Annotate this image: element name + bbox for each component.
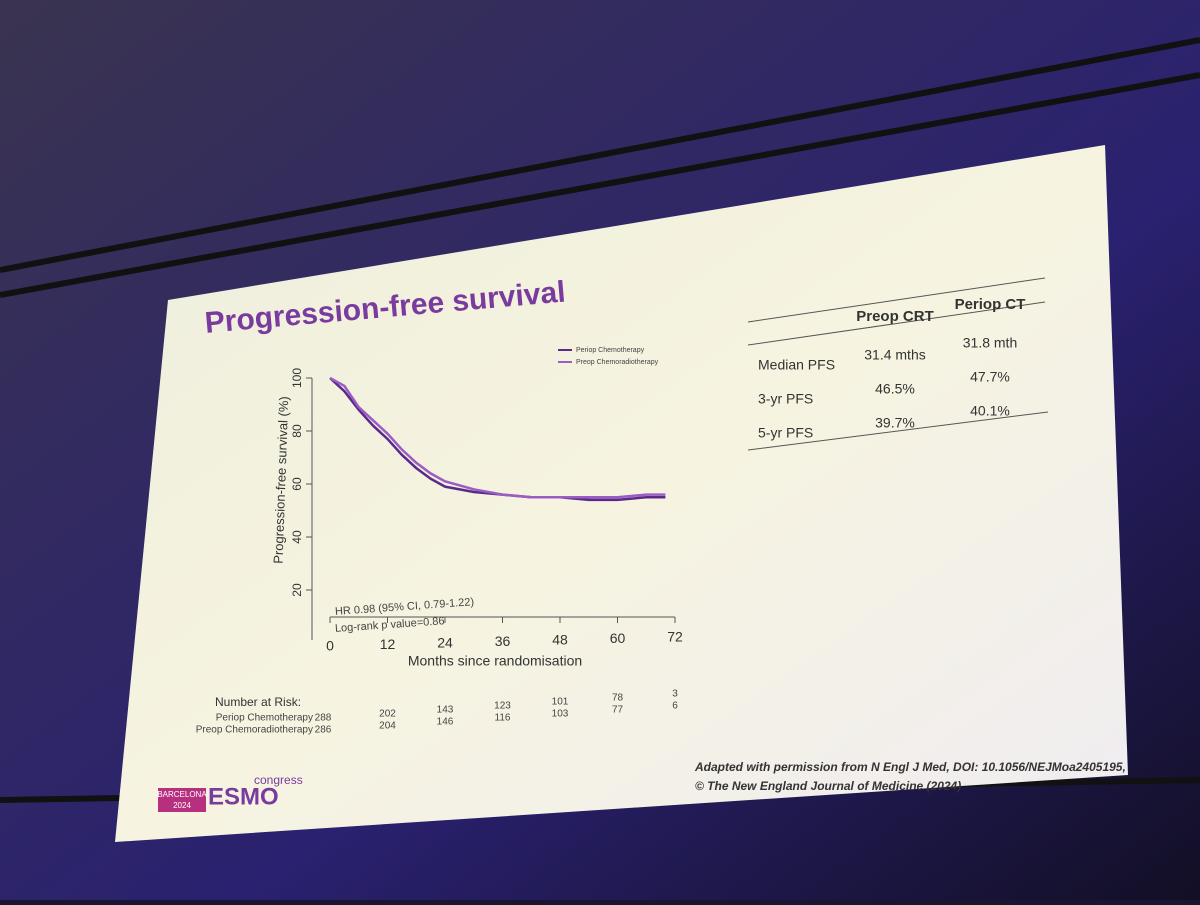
table-rule xyxy=(747,411,1049,451)
x-axis-label: Months since randomisation xyxy=(408,653,582,669)
risk-value: 286 xyxy=(315,725,332,736)
km-chart: 0 12 24 36 48 60 72 20 40 60 80 100 Months since ran… xyxy=(196,347,683,736)
risk-value: 204 xyxy=(379,721,396,732)
logo-brand: ESMO xyxy=(208,783,279,810)
logo-year: 2024 xyxy=(173,801,191,810)
legend-label: Preop Chemoradiotherapy xyxy=(576,359,659,366)
risk-value: 103 xyxy=(552,709,569,720)
risk-value: 101 xyxy=(552,697,569,708)
y-tick-label: 80 xyxy=(290,424,304,438)
table-cell: 47.7% xyxy=(970,369,1010,385)
risk-value: 6 xyxy=(672,701,678,712)
table-header: Periop CT xyxy=(955,296,1026,313)
table-row-label: 3-yr PFS xyxy=(758,391,813,407)
risk-value: 146 xyxy=(437,717,454,728)
x-tick-label: 48 xyxy=(552,632,568,648)
risk-value: 116 xyxy=(495,713,511,724)
y-tick-label: 100 xyxy=(290,368,304,388)
x-tick-label: 0 xyxy=(326,638,334,654)
slide xyxy=(115,145,1128,842)
table-cell: 31.8 mth xyxy=(963,335,1017,351)
logo-city: BARCELONA xyxy=(157,790,207,799)
summary-table: Preop CRT Periop CT Median PFS 31.4 mths 31.… xyxy=(747,277,1049,451)
x-tick-label: 36 xyxy=(495,633,511,649)
risk-value: 78 xyxy=(612,693,624,704)
table-cell: 46.5% xyxy=(875,381,915,397)
risk-value: 202 xyxy=(379,709,396,720)
logo-box xyxy=(158,788,206,812)
table-row-label: 5-yr PFS xyxy=(758,425,813,441)
risk-value: 3 xyxy=(672,689,678,700)
x-tick-label: 72 xyxy=(667,629,683,645)
risk-value: 143 xyxy=(437,705,454,716)
table-header: Preop CRT xyxy=(856,308,934,325)
y-tick-label: 40 xyxy=(290,530,304,544)
footnote: © The New England Journal of Medicine (2… xyxy=(695,779,961,793)
table-rule xyxy=(747,277,1046,323)
survival-curve xyxy=(329,376,666,499)
logo-tag: congress xyxy=(254,773,303,787)
table-cell: 39.7% xyxy=(875,415,915,431)
risk-title: Number at Risk: xyxy=(215,695,301,709)
table-cell: 31.4 mths xyxy=(864,347,925,363)
x-tick-label: 24 xyxy=(437,635,453,651)
y-tick-label: 20 xyxy=(290,583,304,597)
table-row-label: Median PFS xyxy=(758,357,835,373)
risk-value: 77 xyxy=(612,705,624,716)
risk-value: 288 xyxy=(315,713,332,724)
survival-curve xyxy=(329,377,666,502)
table-rule xyxy=(747,301,1046,346)
risk-row-label: Periop Chemotherapy xyxy=(216,713,313,724)
y-tick-label: 60 xyxy=(290,477,304,491)
footnote: Adapted with permission from N Engl J Me… xyxy=(694,760,1126,774)
risk-row-label: Preop Chemoradiotherapy xyxy=(196,725,313,736)
legend-label: Periop Chemotherapy xyxy=(576,347,645,354)
risk-value: 123 xyxy=(494,701,511,712)
y-axis-label: Progression-free survival (%) xyxy=(271,396,292,564)
x-tick-label: 12 xyxy=(380,636,396,652)
x-tick-label: 60 xyxy=(610,630,626,646)
table-cell: 40.1% xyxy=(970,403,1010,419)
